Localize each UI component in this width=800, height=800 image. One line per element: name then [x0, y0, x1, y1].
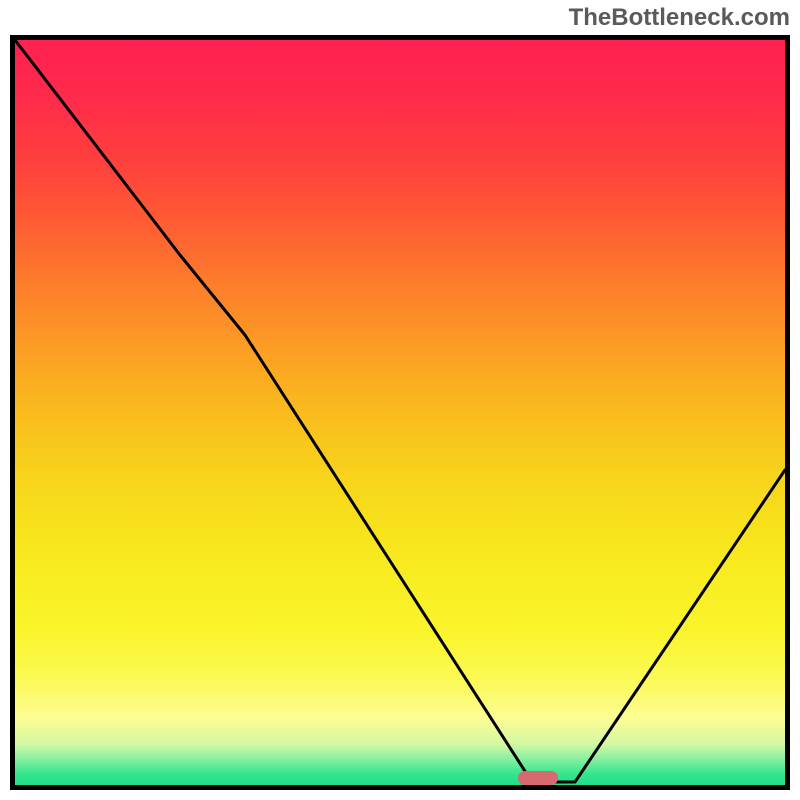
curve-path [15, 40, 785, 782]
plot-area [10, 35, 790, 790]
bottleneck-curve [15, 40, 785, 785]
chart-container: TheBottleneck.com [0, 0, 800, 800]
watermark-text: TheBottleneck.com [569, 4, 790, 32]
optimal-marker [518, 771, 558, 785]
